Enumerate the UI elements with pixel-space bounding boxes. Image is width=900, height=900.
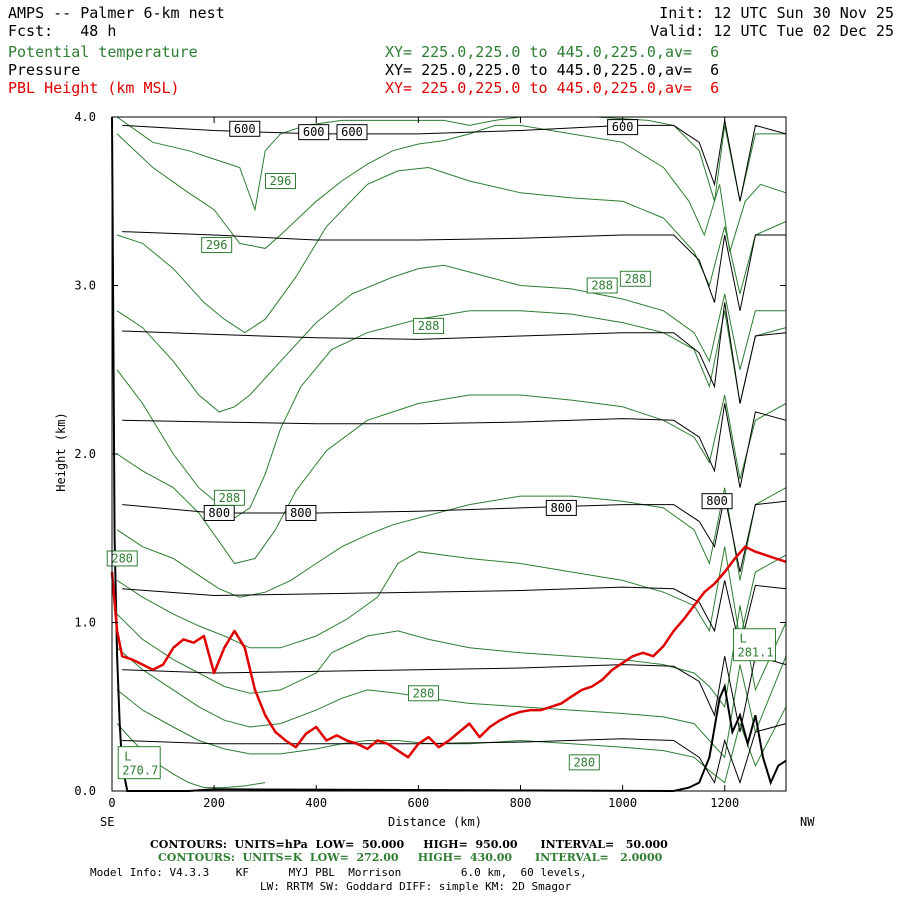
valid-time: Valid: 12 UTC Tue 02 Dec 25: [650, 22, 894, 40]
theta-label-7: 280: [407, 685, 439, 702]
footer-physics-info: LW: RRTM SW: Goddard DIFF: simple KM: 2D…: [260, 880, 572, 893]
y-tick-label-2: 2.0: [74, 447, 96, 461]
pressure-label-1: 600: [298, 124, 330, 141]
theta-contours: [116, 116, 787, 789]
theta-label-5-text: 288: [219, 491, 241, 505]
pressure-label-4-text: 800: [208, 506, 230, 520]
y-tick-label-1: 1.0: [74, 616, 96, 630]
y-tick-label-0: 0.0: [74, 784, 96, 798]
x-tick-label-1: 200: [203, 796, 225, 810]
theta-label-1-text: 296: [206, 238, 228, 252]
theta-label-3-text: 288: [625, 272, 647, 286]
pressure-label-3: 600: [607, 119, 639, 136]
field-xy-pressure: XY= 225.0,225.0 to 445.0,225.0,av= 6: [385, 61, 720, 79]
pressure-label-0-text: 600: [234, 122, 256, 136]
footer-pressure-contours: CONTOURS: UNITS=hPa LOW= 50.000 HIGH= 95…: [150, 838, 668, 851]
extremum-symbol-0: L: [124, 750, 131, 764]
extremum-symbol-1: L: [739, 632, 746, 646]
x-tick-label-0: 0: [108, 796, 115, 810]
footer-model-info: Model Info: V4.3.3 KF MYJ PBL Morrison 6…: [90, 866, 587, 879]
pressure-label-7: 800: [701, 493, 733, 510]
terrain-line: [111, 116, 787, 793]
pressure-label-4: 800: [203, 504, 235, 521]
pressure-label-2-text: 600: [341, 125, 363, 139]
pressure-contour-1: [122, 231, 786, 311]
field-label-pbl: PBL Height (km MSL): [8, 79, 180, 97]
theta-label-0: 296: [265, 173, 296, 190]
theta-label-6: 280: [106, 550, 138, 567]
contour-labels: 600 600 600 600 800 800 800 800 296 296 288 288 288 2…: [106, 119, 776, 780]
field-xy-theta: XY= 225.0,225.0 to 445.0,225.0,av= 6: [385, 43, 720, 61]
x-end-label-right: NW: [800, 815, 815, 829]
theta-label-1: 296: [201, 237, 233, 254]
y-tick-label-3: 3.0: [74, 279, 96, 293]
footer-theta-contours: CONTOURS: UNITS=K LOW= 272.00 HIGH= 430.…: [158, 851, 663, 864]
pressure-label-7-text: 800: [706, 494, 728, 508]
y-axis-label: Height (km): [54, 412, 68, 492]
pressure-label-1-text: 600: [303, 125, 325, 139]
theta-contour-1: [116, 124, 787, 252]
pressure-contour-3: [122, 403, 787, 488]
theta-contour-7: [116, 546, 787, 649]
pbl-height-series: [110, 545, 787, 759]
x-tick-label-3: 600: [408, 796, 430, 810]
pbl-height-line: [110, 545, 787, 759]
pressure-contour-6: [122, 655, 787, 733]
x-tick-label-6: 1200: [710, 796, 739, 810]
theta-contour-6: [116, 487, 787, 598]
y-tick-label-4: 4.0: [74, 110, 96, 124]
pressure-contour-0: [122, 120, 787, 202]
pressure-label-0: 600: [229, 120, 261, 137]
pressure-contour-2: [122, 302, 787, 404]
theta-contour-2: [116, 166, 787, 334]
axes: 0 200 400 600 800 1000 1200 0.0 1.0 2.0 3.0 4.0: [74, 110, 786, 810]
pressure-label-2: 600: [336, 124, 368, 141]
pressure-label-3-text: 600: [612, 120, 634, 134]
x-tick-label-5: 1000: [608, 796, 637, 810]
x-tick-label-2: 400: [305, 796, 327, 810]
x-end-label-left: SE: [100, 815, 115, 829]
x-tick-label-4: 800: [510, 796, 532, 810]
model-title: AMPS -- Palmer 6-km nest: [8, 4, 225, 22]
pressure-label-6: 800: [545, 499, 577, 516]
plot-frame: [111, 116, 787, 792]
theta-label-3: 288: [619, 270, 651, 287]
theta-label-5: 288: [213, 489, 245, 506]
pressure-label-5-text: 800: [290, 506, 312, 520]
theta-label-8-text: 280: [573, 755, 595, 769]
theta-label-2: 288: [586, 277, 618, 294]
init-time: Init: 12 UTC Sun 30 Nov 25: [659, 4, 894, 22]
x-axis-label: Distance (km): [388, 815, 482, 829]
theta-label-4: 288: [413, 317, 445, 334]
pressure-label-6-text: 800: [550, 501, 572, 515]
pressure-contour-7: [122, 723, 787, 785]
theta-contour-5: [116, 394, 787, 565]
theta-label-6-text: 280: [111, 551, 133, 565]
terrain-outline: [111, 116, 787, 793]
theta-label-8: 280: [568, 754, 600, 771]
pressure-label-5: 800: [285, 504, 317, 521]
field-label-theta: Potential temperature: [8, 43, 198, 61]
theta-label-0-text: 296: [270, 174, 292, 188]
field-xy-pbl: XY= 225.0,225.0 to 445.0,225.0,av= 6: [385, 79, 720, 97]
theta-label-4-text: 288: [418, 319, 440, 333]
theta-contour-8: [116, 605, 787, 709]
extremum-value-1: 281.1: [737, 646, 773, 660]
theta-label-2-text: 288: [591, 279, 613, 293]
theta-contour-10: [116, 689, 787, 784]
extremum-value-0: 270.7: [122, 764, 158, 778]
forecast-hour: Fcst: 48 h: [8, 22, 117, 40]
theta-label-7-text: 280: [413, 686, 435, 700]
field-label-pressure: Pressure: [8, 61, 81, 79]
theta-contour-3: [116, 264, 786, 413]
